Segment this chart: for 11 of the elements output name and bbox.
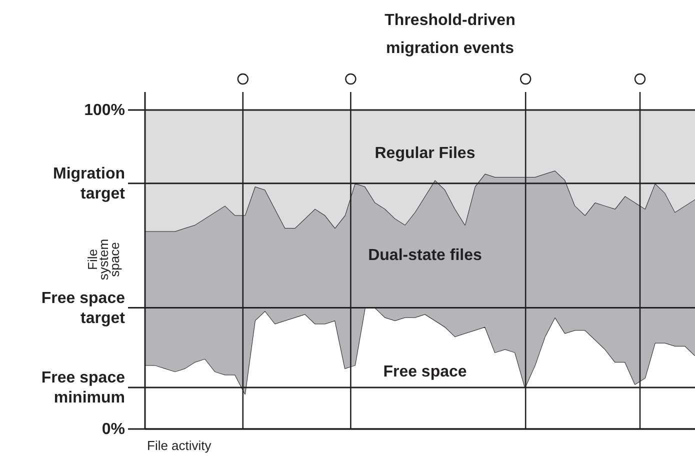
y-tick-label: Migration target (53, 164, 126, 202)
series-label: Free space (383, 363, 467, 380)
y-tick-label: Free space minimum (41, 369, 126, 406)
chart-title: Threshold-driven migration events (384, 12, 516, 56)
series-label: Regular Files (374, 144, 476, 162)
y-tick-label: 0% (102, 420, 125, 438)
y-axis-title: File system space (85, 238, 122, 280)
x-axis-title: File activity (147, 438, 212, 453)
y-tick-label: 100% (84, 102, 125, 118)
y-tick-label: Free space target (41, 289, 126, 326)
series-label: Dual-state files (368, 246, 482, 264)
